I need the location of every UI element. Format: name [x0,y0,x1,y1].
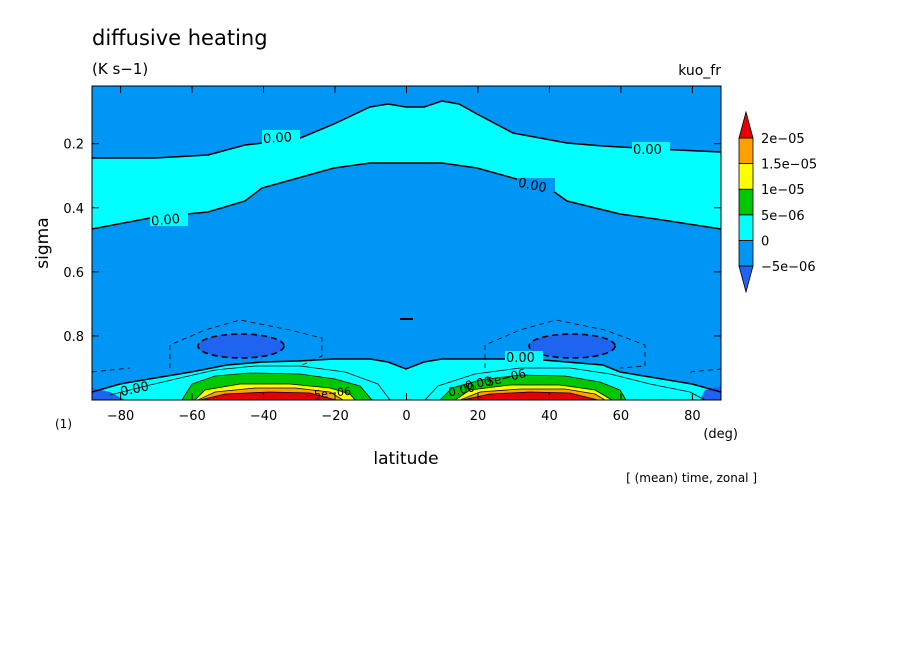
positive-contour-south [109,365,391,400]
negative-contour-south-edge [92,367,131,373]
zero-contour-upper [92,100,721,159]
plot-area: 0.00 0.00 0.00 0.00 0.00 0.00 0.00 0.00 … [92,86,721,403]
colorbar-box [738,188,754,216]
contour-label: 0.00 [517,176,548,197]
run-label: kuo_fr [678,63,721,79]
x-axis-title: latitude [373,449,438,469]
colorbar-label: 5e−06 [761,209,805,224]
colorbar-box [738,163,754,190]
x-tick-label: −80 [107,409,134,424]
y-tick-label: 0.4 [63,202,84,217]
x-tick-label: 20 [470,409,487,424]
y-tick-label: 0.8 [63,330,84,345]
colorbar-upper-extension [738,110,754,139]
colorbar-label: 2e−05 [761,132,805,147]
x-tick-label: −60 [178,409,205,424]
contour-label: 0.00 [633,143,662,158]
x-tick-label: 40 [541,409,558,424]
colorbar-label: 0 [761,234,769,249]
positive-contour-north [424,367,706,400]
y-axis: 0.2 0.4 0.6 0.8 sigma [33,138,721,345]
x-unit-label: (deg) [703,427,738,442]
y-tick-label: 0.2 [63,138,84,153]
x-tick-label: 80 [684,409,701,424]
chart-title: diffusive heating [92,26,268,50]
heating-maximum-south [181,372,373,400]
colorbar-label: 1e−05 [761,183,805,198]
colorbar-label: 1.5e−05 [761,158,817,173]
zero-contour-lower [92,358,721,393]
panel-label: (1) [55,417,72,431]
y-tick-label: 0.6 [63,266,84,281]
contour-label: 0.00 [263,130,293,147]
colorbar-box [738,239,754,267]
contour-label: −5e−06 [304,385,351,403]
negative-contour-north-outer [484,319,646,369]
colorbar-box [738,214,754,241]
negative-corner-south [92,388,125,400]
colorbar: −5e−06 0 5e−06 1e−05 1.5e−05 2e−05 [738,110,817,294]
negative-contour-south-outer [169,319,323,368]
zero-contour-middle [92,162,721,230]
footnote: [ (mean) time, zonal ] [626,471,757,485]
x-tick-label: 0 [402,409,410,424]
x-tick-label: 60 [613,409,630,424]
contour-label: 0.00 [464,374,493,393]
negative-corner-north [700,386,721,400]
contour-label: 0.00 [119,379,150,400]
negative-region-south [197,333,285,359]
colorbar-box [738,137,754,165]
negative-region-north [528,333,616,359]
colorbar-lower-extension [738,265,754,294]
contour-label: 0.00 [447,380,476,399]
colorbar-label: −5e−06 [761,260,816,275]
contour-label: 0.00 [151,212,181,229]
x-tick-label: −40 [250,409,277,424]
x-axis: −80 −60 −40 −20 0 20 40 60 80 (1) (deg) latitude [55,86,738,469]
heating-maximum-north [439,374,627,400]
units-label: (K s−1) [92,60,148,78]
contour-label: 0.00 [506,351,535,366]
x-tick-label: −20 [321,409,348,424]
y-axis-title: sigma [33,217,53,268]
